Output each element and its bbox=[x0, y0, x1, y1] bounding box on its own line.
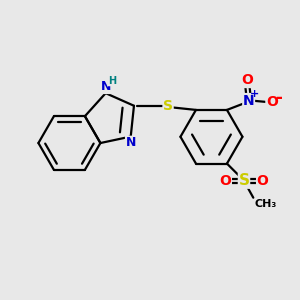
Text: O: O bbox=[257, 174, 268, 188]
Text: O: O bbox=[266, 95, 278, 109]
Text: N: N bbox=[243, 94, 254, 108]
Text: +: + bbox=[250, 89, 260, 99]
Text: S: S bbox=[238, 173, 250, 188]
Text: N: N bbox=[100, 80, 111, 94]
Text: H: H bbox=[108, 76, 116, 86]
Text: CH₃: CH₃ bbox=[255, 199, 277, 209]
Text: S: S bbox=[163, 99, 173, 113]
Text: O: O bbox=[241, 74, 253, 88]
Text: N: N bbox=[125, 136, 136, 149]
Text: -: - bbox=[275, 88, 281, 106]
Text: O: O bbox=[220, 174, 231, 188]
